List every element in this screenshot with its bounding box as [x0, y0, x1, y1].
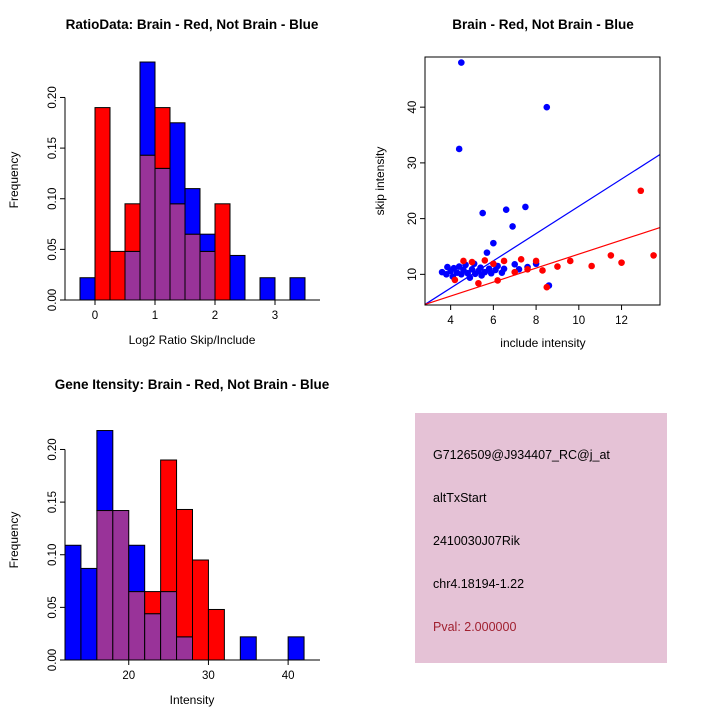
- ratio-histogram-ylabel: Frequency: [7, 151, 21, 209]
- gene-histogram-plot: 20 30 40 0.00 0.05 0.10 0.15 0.20: [47, 430, 320, 682]
- svg-text:2: 2: [212, 310, 218, 322]
- svg-text:0.15: 0.15: [47, 137, 59, 159]
- probe-id-text: G7126509@J934407_RC@j_at: [433, 448, 610, 462]
- ratio-histogram-title: RatioData: Brain - Red, Not Brain - Blue: [65, 17, 319, 32]
- svg-text:40: 40: [282, 670, 295, 682]
- pval-text: Pval: 2.000000: [433, 620, 517, 634]
- ratio-histogram-xlabel: Log2 Ratio Skip/Include: [128, 333, 256, 347]
- panel-intensity-scatter: Brain - Red, Not Brain - Blue 4 6 8 10 12 10 2…: [360, 0, 720, 360]
- svg-text:3: 3: [272, 310, 278, 322]
- svg-text:10: 10: [572, 315, 585, 327]
- panel-gene-info: G7126509@J934407_RC@j_at altTxStart 2410…: [360, 360, 720, 720]
- svg-text:4: 4: [447, 315, 454, 327]
- alt-event-type-text: altTxStart: [433, 491, 487, 505]
- svg-text:12: 12: [615, 315, 628, 327]
- svg-text:0.05: 0.05: [47, 238, 59, 260]
- svg-text:0.10: 0.10: [47, 188, 59, 210]
- svg-text:30: 30: [202, 670, 215, 682]
- svg-text:8: 8: [533, 315, 539, 327]
- gene-histogram-ylabel: Frequency: [7, 511, 21, 569]
- svg-text:20: 20: [122, 670, 135, 682]
- genomic-location-text: chr4.18194-1.22: [433, 577, 525, 591]
- scatter-ylabel: skip intensity: [373, 146, 387, 216]
- svg-text:30: 30: [407, 156, 419, 169]
- gene-symbol-text: 2410030J07Rik: [433, 534, 520, 548]
- svg-text:10: 10: [407, 268, 419, 281]
- svg-text:1: 1: [152, 310, 158, 322]
- gene-histogram-title: Gene Itensity: Brain - Red, Not Brain - …: [54, 377, 330, 392]
- scatter-title: Brain - Red, Not Brain - Blue: [452, 17, 634, 32]
- svg-text:0.00: 0.00: [47, 649, 59, 671]
- svg-text:0.20: 0.20: [47, 438, 59, 460]
- intensity-scatter-plot: 4 6 8 10 12 10 20 30 40: [407, 56, 661, 327]
- svg-text:0.15: 0.15: [47, 491, 59, 513]
- svg-text:0.10: 0.10: [47, 544, 59, 566]
- svg-text:0.00: 0.00: [47, 289, 59, 311]
- panel-ratio-histogram: RatioData: Brain - Red, Not Brain - Blue…: [0, 0, 360, 360]
- svg-text:6: 6: [490, 315, 496, 327]
- scatter-xlabel: include intensity: [500, 336, 586, 350]
- gene-histogram-xlabel: Intensity: [169, 693, 215, 707]
- svg-text:20: 20: [407, 212, 419, 225]
- svg-text:0: 0: [92, 310, 98, 322]
- gene-info-box: G7126509@J934407_RC@j_at altTxStart 2410…: [415, 413, 667, 663]
- svg-text:0.05: 0.05: [47, 596, 59, 618]
- svg-text:0.20: 0.20: [47, 86, 59, 108]
- panel-gene-intensity-histogram: Gene Itensity: Brain - Red, Not Brain - …: [0, 360, 360, 720]
- ratio-histogram-plot: 0 1 2 3 0.00 0.05 0.10 0.15 0.20: [47, 61, 320, 322]
- svg-text:40: 40: [407, 101, 419, 114]
